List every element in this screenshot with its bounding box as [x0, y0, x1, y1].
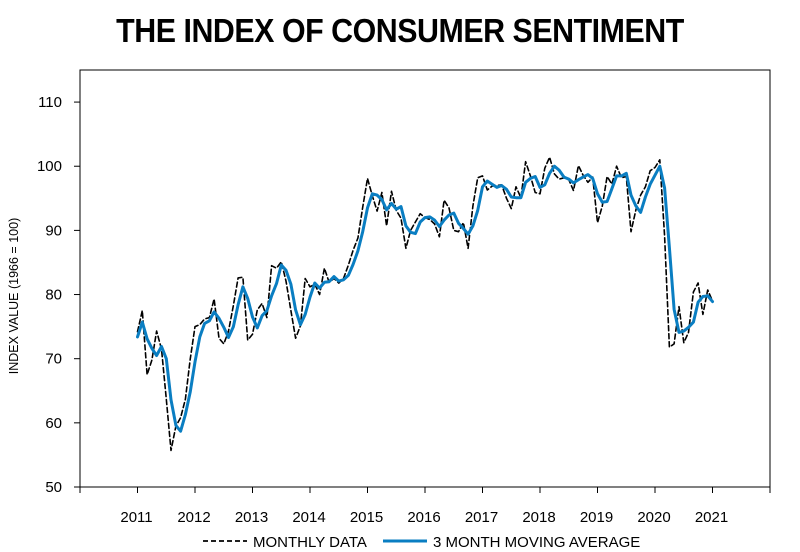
- y-tick-label: 100: [37, 158, 62, 175]
- series-line-moving-average: [136, 164, 714, 433]
- x-axis: 2011 2012 2013 2014 2015 2016 2017 2018 2019 2020…: [79, 487, 771, 526]
- series-line-monthly-data: [136, 156, 714, 452]
- x-tick-label: 2020: [637, 509, 670, 526]
- legend-label-monthly-data: MONTHLY DATA: [253, 534, 367, 551]
- x-tick-label: 2012: [177, 509, 210, 526]
- x-tick-label: 2013: [235, 509, 268, 526]
- y-tick-label: 90: [45, 222, 62, 239]
- legend-label-moving-average: 3 MONTH MOVING AVERAGE: [433, 534, 640, 551]
- x-tick-label: 2018: [522, 509, 555, 526]
- y-tick-label: 80: [45, 287, 62, 304]
- x-tick-label: 2019: [580, 509, 613, 526]
- x-tick-label: 2016: [407, 509, 440, 526]
- y-tick-label: 70: [45, 351, 62, 368]
- chart-title: THE INDEX OF CONSUMER SENTIMENT: [116, 12, 684, 49]
- y-axis-title: INDEX VALUE (1966 = 100): [7, 218, 21, 374]
- legend: MONTHLY DATA 3 MONTH MOVING AVERAGE: [203, 534, 640, 551]
- series-layer: [136, 156, 714, 452]
- y-tick-label: 60: [45, 415, 62, 432]
- y-axis: 50 60 70 80 90 100 110: [37, 94, 80, 496]
- y-tick-label: 110: [38, 94, 62, 111]
- x-tick-label: 2015: [350, 509, 383, 526]
- x-tick-label: 2014: [292, 509, 325, 526]
- y-tick-label: 50: [45, 479, 62, 496]
- x-tick-label: 2021: [695, 509, 728, 526]
- x-tick-label: 2017: [465, 509, 498, 526]
- x-tick-label: 2011: [120, 509, 152, 526]
